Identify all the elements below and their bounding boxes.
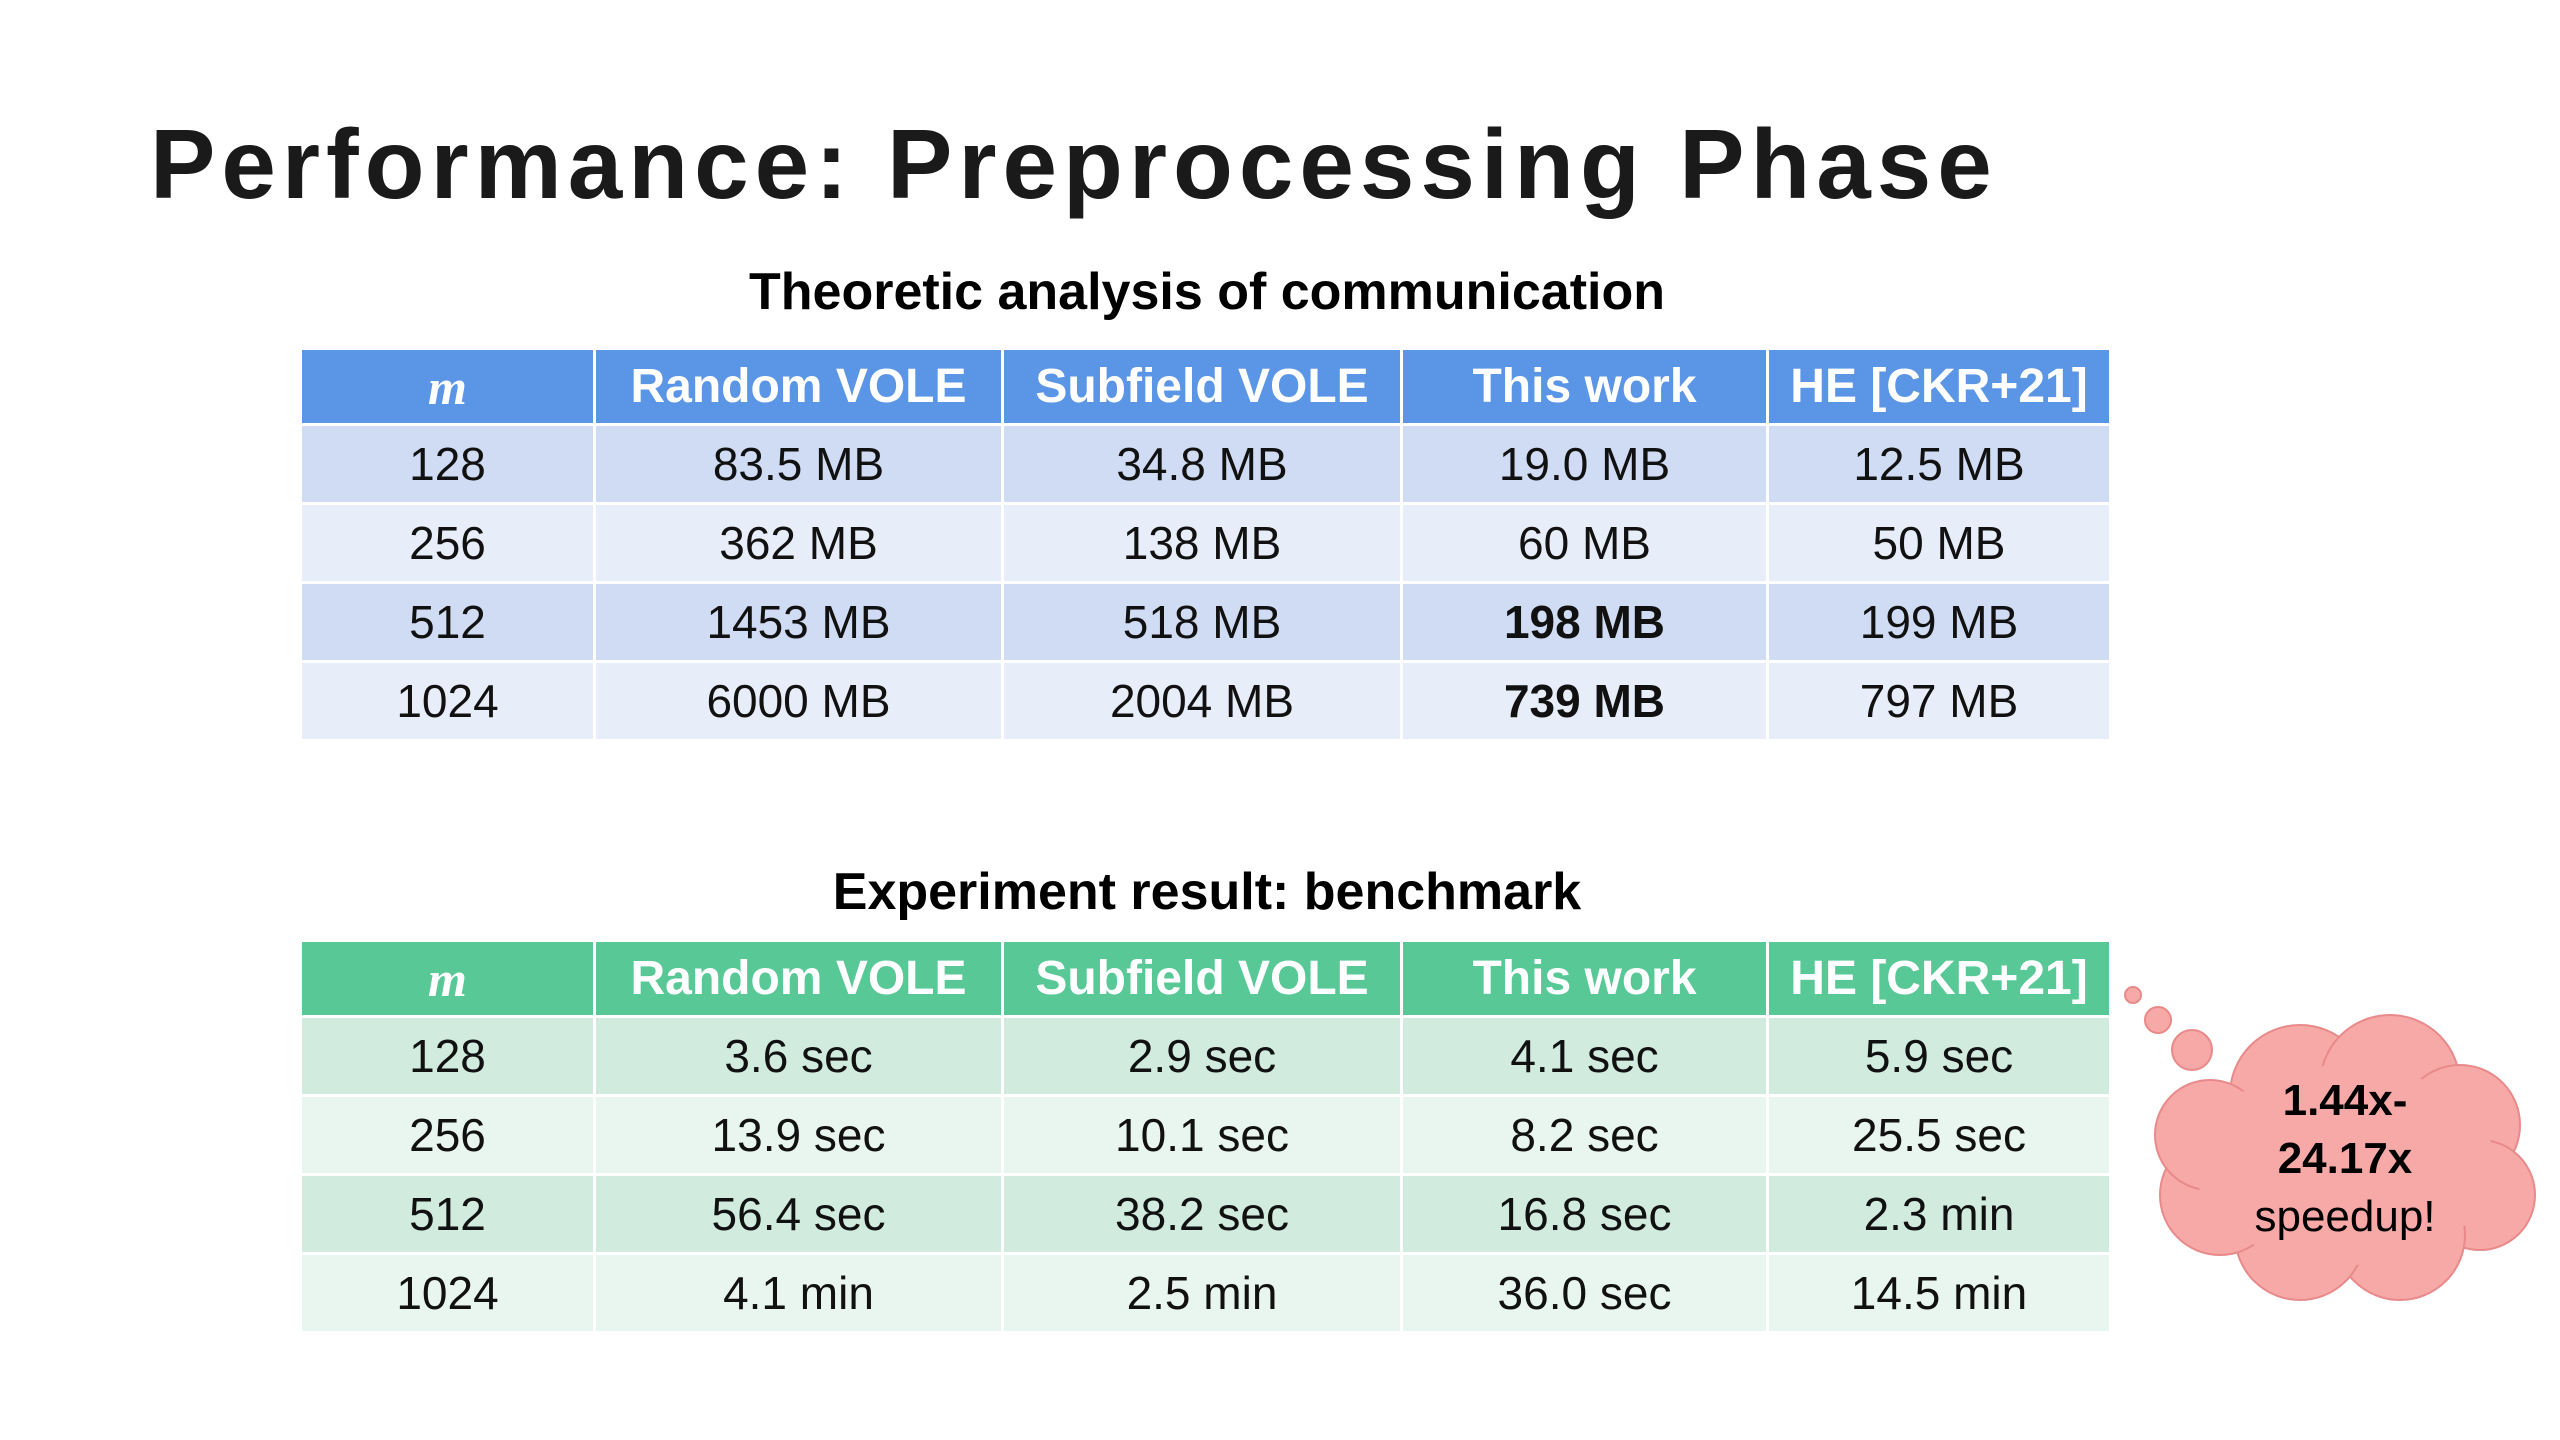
table-cell: 518 MB bbox=[1004, 584, 1403, 663]
slide-title: Performance: Preprocessing Phase bbox=[150, 109, 1998, 219]
table-caption: Experiment result: benchmark bbox=[832, 863, 1582, 921]
column-header: Random VOLE bbox=[596, 350, 1004, 426]
column-header: This work bbox=[1403, 942, 1769, 1018]
table-cell: 2.9 sec bbox=[1004, 1018, 1403, 1097]
table-cell: 128 bbox=[302, 1018, 596, 1097]
cloud-puff bbox=[2144, 1006, 2172, 1034]
table-cell: 36.0 sec bbox=[1403, 1255, 1769, 1334]
table-cell: 362 MB bbox=[596, 505, 1004, 584]
table-cell: 10.1 sec bbox=[1004, 1097, 1403, 1176]
table-cell: 5.9 sec bbox=[1769, 1018, 2112, 1097]
table-cell: 256 bbox=[302, 1097, 596, 1176]
cloud-body bbox=[2195, 1065, 2495, 1265]
column-header: m bbox=[302, 350, 596, 426]
callout-text: 1.44x- bbox=[2283, 1076, 2408, 1125]
table-cell: 25.5 sec bbox=[1769, 1097, 2112, 1176]
column-header: HE [CKR+21] bbox=[1769, 942, 2112, 1018]
table-cell: 60 MB bbox=[1403, 505, 1769, 584]
column-header: Subfield VOLE bbox=[1004, 942, 1403, 1018]
table-cell: 50 MB bbox=[1769, 505, 2112, 584]
table-cell: 34.8 MB bbox=[1004, 426, 1403, 505]
table-cell: 14.5 min bbox=[1769, 1255, 2112, 1334]
table-cell: 12.5 MB bbox=[1769, 426, 2112, 505]
table-cell: 19.0 MB bbox=[1403, 426, 1769, 505]
table-cell: 1024 bbox=[302, 663, 596, 742]
table-caption: Theoretic analysis of communication bbox=[749, 263, 1665, 321]
table-cell: 38.2 sec bbox=[1004, 1176, 1403, 1255]
column-header: This work bbox=[1403, 350, 1769, 426]
table-cell: 16.8 sec bbox=[1403, 1176, 1769, 1255]
table-cell: 1453 MB bbox=[596, 584, 1004, 663]
table-cell: 199 MB bbox=[1769, 584, 2112, 663]
table-cell: 2.3 min bbox=[1769, 1176, 2112, 1255]
table-cell: 739 MB bbox=[1403, 663, 1769, 742]
table-cell: 512 bbox=[302, 1176, 596, 1255]
cloud-puff bbox=[2124, 986, 2142, 1004]
table-cell: 1024 bbox=[302, 1255, 596, 1334]
callout-text: speedup! bbox=[2254, 1192, 2435, 1241]
table-cell: 198 MB bbox=[1403, 584, 1769, 663]
callout-cloud: 1.44x- 24.17x speedup! bbox=[2124, 986, 2536, 1301]
table-cell: 13.9 sec bbox=[596, 1097, 1004, 1176]
table-cell: 128 bbox=[302, 426, 596, 505]
table-cell: 2004 MB bbox=[1004, 663, 1403, 742]
table-cell: 2.5 min bbox=[1004, 1255, 1403, 1334]
table-cell: 512 bbox=[302, 584, 596, 663]
table-cell: 4.1 min bbox=[596, 1255, 1004, 1334]
column-header: Random VOLE bbox=[596, 942, 1004, 1018]
column-header: Subfield VOLE bbox=[1004, 350, 1403, 426]
table-cell: 3.6 sec bbox=[596, 1018, 1004, 1097]
cloud-puff bbox=[2171, 1029, 2213, 1071]
table-cell: 8.2 sec bbox=[1403, 1097, 1769, 1176]
callout-text: 24.17x bbox=[2278, 1134, 2413, 1183]
table-cell: 56.4 sec bbox=[596, 1176, 1004, 1255]
column-header: m bbox=[302, 942, 596, 1018]
table-cell: 256 bbox=[302, 505, 596, 584]
table-cell: 6000 MB bbox=[596, 663, 1004, 742]
table-cell: 4.1 sec bbox=[1403, 1018, 1769, 1097]
table-cell: 797 MB bbox=[1769, 663, 2112, 742]
column-header: HE [CKR+21] bbox=[1769, 350, 2112, 426]
table-cell: 83.5 MB bbox=[596, 426, 1004, 505]
table-cell: 138 MB bbox=[1004, 505, 1403, 584]
